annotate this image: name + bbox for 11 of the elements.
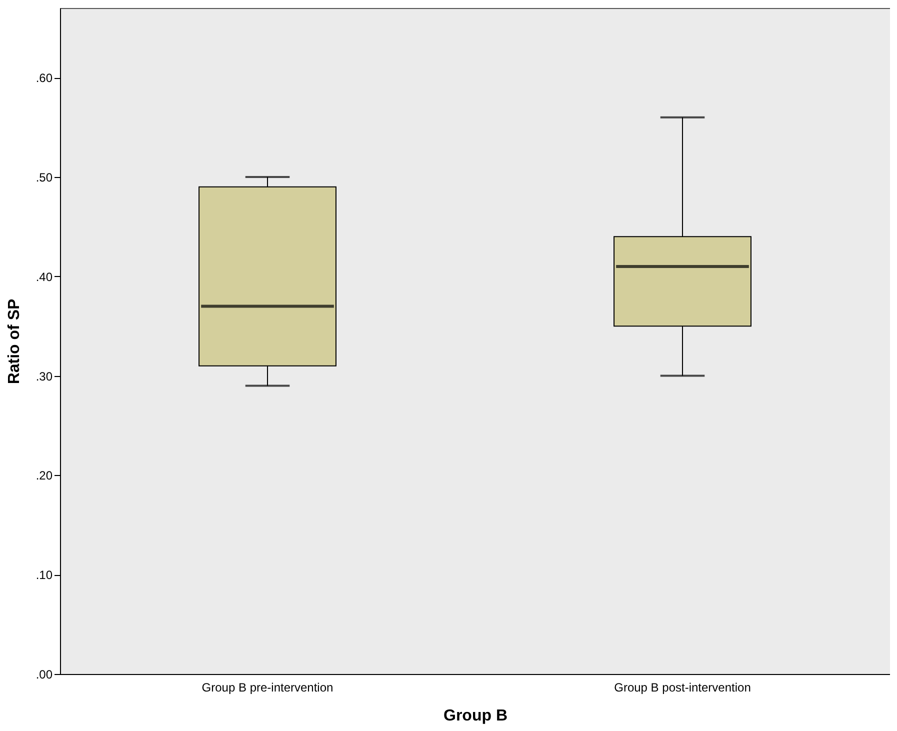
x-axis-title: Group B	[444, 708, 508, 724]
y-tick-label: .00	[36, 668, 53, 682]
y-tick-label: .50	[36, 170, 53, 184]
y-tick-label: .60	[36, 71, 53, 86]
y-tick-label: .10	[36, 568, 53, 582]
y-tick-label: .40	[36, 270, 53, 284]
y-tick-label: .20	[36, 468, 53, 483]
y-axis-title: Ratio of SP	[6, 298, 23, 384]
x-tick-label: Group B pre-intervention	[202, 680, 334, 694]
y-tick-label: .30	[36, 369, 53, 384]
x-tick-label: Group B post-intervention	[614, 680, 751, 694]
